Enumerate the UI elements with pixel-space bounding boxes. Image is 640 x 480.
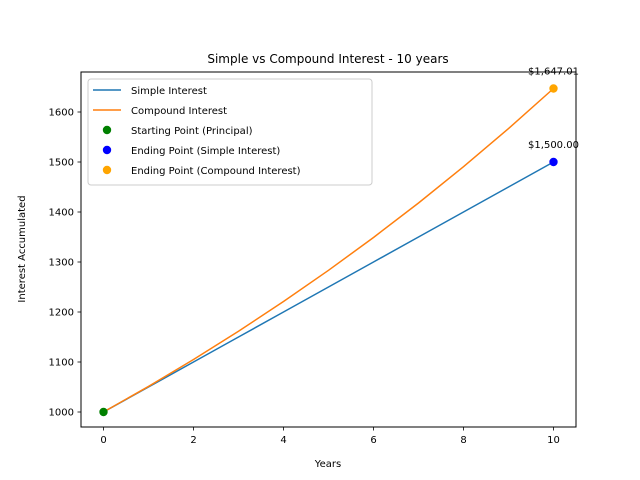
y-tick-label-2: 1200 (49, 308, 74, 319)
y-tick-label-6: 1600 (49, 108, 74, 119)
y-tick-label-1: 1100 (49, 358, 74, 369)
y-axis: 1000 1100 1200 1300 1400 1500 1600 (49, 108, 81, 419)
data-point-1 (549, 157, 558, 167)
points-layer (99, 84, 558, 417)
data-point-2 (549, 84, 558, 93)
x-tick-label-3: 6 (370, 435, 376, 446)
chart-title: Simple vs Compound Interest - 10 years (207, 52, 448, 66)
x-tick-label-1: 2 (190, 435, 196, 446)
series-layer (103, 87, 554, 413)
legend-swatch-3 (102, 145, 112, 155)
x-tick-label-2: 4 (280, 435, 286, 446)
legend-swatch-2 (102, 125, 112, 135)
y-axis-label: Interest Accumulated (17, 195, 28, 302)
x-axis: 0 2 4 6 8 10 (100, 427, 560, 446)
series-line-0 (103, 161, 554, 413)
x-tick-label-0: 0 (100, 435, 106, 446)
x-axis-label: Years (314, 459, 341, 470)
y-tick-label-5: 1500 (49, 158, 74, 169)
legend-label-0: Simple Interest (131, 86, 207, 97)
plot-frame (80, 71, 577, 428)
annotation-label-0: $1,500.00 (528, 140, 579, 151)
legend-box (87, 78, 373, 186)
legend-label-3: Ending Point (Simple Interest) (131, 146, 280, 157)
y-tick-label-4: 1400 (49, 208, 74, 219)
legend-label-4: Ending Point (Compound Interest) (131, 166, 301, 177)
y-tick-label-3: 1300 (49, 258, 74, 269)
legend-label-1: Compound Interest (131, 106, 227, 117)
legend-label-2: Starting Point (Principal) (131, 126, 253, 137)
legend-swatch-4 (102, 165, 112, 175)
x-tick-label-4: 8 (460, 435, 466, 446)
legend: Simple Interest Compound Interest Starting… (87, 78, 373, 186)
y-tick-label-0: 1000 (49, 408, 74, 419)
series-line-1 (103, 87, 554, 413)
x-tick-label-5: 10 (547, 435, 560, 446)
data-point-0 (99, 407, 108, 417)
